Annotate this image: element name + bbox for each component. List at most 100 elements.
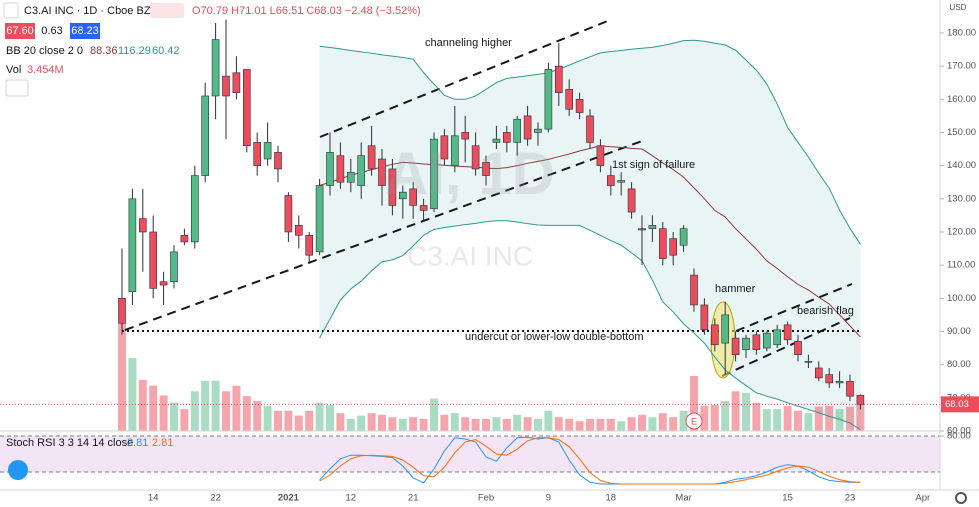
- candle-body: [502, 132, 511, 143]
- volume-bar: [658, 413, 667, 431]
- volume-bar: [534, 418, 542, 431]
- candle-body: [461, 132, 470, 140]
- symbol-icons[interactable]: [150, 3, 184, 18]
- annotation: hammer: [715, 283, 756, 295]
- volume-bar: [170, 402, 178, 431]
- volume-bar: [690, 375, 698, 431]
- volume-bar: [471, 418, 480, 431]
- candle-body: [773, 329, 782, 346]
- volume-bar: [398, 418, 407, 431]
- stoch-k-value: 2.81: [127, 437, 148, 449]
- candle-body: [243, 69, 251, 147]
- volume-bar: [378, 414, 386, 431]
- volume-bar: [502, 418, 511, 431]
- candle-body: [482, 162, 490, 176]
- volume-bar: [627, 417, 636, 431]
- volume-bar: [794, 410, 802, 431]
- candle-body: [149, 231, 157, 289]
- y-tick-label: 60.00: [947, 426, 971, 437]
- volume-bar: [856, 403, 865, 431]
- candle-body: [586, 115, 594, 143]
- candle-body: [575, 98, 584, 113]
- y-tick-label: 90.00: [947, 326, 971, 337]
- candle-body: [742, 337, 750, 351]
- candle-body: [835, 380, 844, 384]
- stoch-tick-label: 80.00: [947, 431, 971, 442]
- candle-body: [419, 205, 428, 211]
- x-tick-label: Apr: [915, 493, 930, 504]
- legend-toggle[interactable]: [5, 79, 29, 97]
- y-tick-label: 130.00: [947, 193, 976, 204]
- volume-bar: [253, 401, 262, 431]
- volume-bar: [138, 379, 147, 431]
- drawings: [124, 19, 853, 377]
- volume-bar: [606, 418, 615, 431]
- y-tick-label: 100.00: [947, 293, 976, 304]
- candle-body: [669, 238, 678, 256]
- candle-body: [326, 152, 334, 186]
- volume-bar: [461, 417, 470, 431]
- volume-bar: [482, 418, 490, 431]
- tv-logo[interactable]: [8, 460, 28, 480]
- x-tick-label: 9: [546, 493, 551, 504]
- volume-bar: [201, 380, 210, 431]
- volume-bar: [762, 409, 771, 431]
- volume-bar: [596, 418, 605, 431]
- candle-body: [139, 218, 147, 233]
- volume-bar: [565, 418, 574, 431]
- volume-bar: [367, 413, 376, 431]
- volume-bar: [638, 414, 646, 431]
- x-tick-label: Feb: [478, 493, 494, 504]
- candle-body: [346, 171, 355, 183]
- candle-body: [523, 115, 532, 140]
- y-tick-label: 180.00: [947, 27, 976, 38]
- candle-body: [554, 65, 563, 93]
- earnings-marker[interactable]: [685, 412, 703, 430]
- watermark-name: C3.AI INC: [407, 240, 533, 271]
- last-price-box: [941, 396, 979, 413]
- volume-bar: [721, 401, 730, 431]
- volume-bar: [305, 410, 314, 431]
- y-tick-label: 120.00: [947, 226, 976, 237]
- volume-bar: [294, 415, 303, 431]
- volume-bar: [773, 409, 782, 431]
- candle-body: [263, 142, 272, 160]
- bb-lower-value: 60.42: [152, 45, 180, 57]
- volume-bar: [752, 402, 761, 431]
- collapse-button[interactable]: [3, 2, 19, 19]
- candle-body: [471, 145, 480, 170]
- candle-body: [606, 175, 615, 186]
- candle-body: [731, 337, 740, 356]
- candle-body: [513, 118, 522, 143]
- y-tick-label: 150.00: [947, 127, 976, 138]
- annotation: 1st sign of failure: [612, 159, 695, 171]
- channel-upper: [319, 19, 611, 138]
- candle-body: [191, 175, 199, 243]
- candle-body: [367, 145, 376, 170]
- bb-mid-value: 88.36: [90, 45, 118, 57]
- candle-body: [814, 367, 823, 379]
- vol-value: 3.454M: [27, 64, 64, 76]
- volume-bar: [814, 406, 823, 431]
- settings-icon[interactable]: [955, 492, 967, 504]
- volume-bar: [326, 405, 334, 431]
- candle-body: [794, 341, 802, 356]
- volume-bar: [742, 392, 750, 431]
- ask-box[interactable]: [70, 23, 100, 39]
- candle-body: [201, 95, 209, 176]
- y-tick-label: 140.00: [947, 160, 976, 171]
- candle-body: [638, 228, 646, 231]
- candle-body: [222, 75, 230, 97]
- ohlc-values: O70.79 H71.01 L66.51 C68.03 −2.48 (−3.52…: [192, 5, 421, 17]
- candle-body: [378, 158, 386, 186]
- candle-body: [534, 128, 542, 133]
- bid-box[interactable]: [5, 23, 35, 39]
- annotation: undercut or lower-low double-bottom: [465, 331, 644, 343]
- vol-legend: Vol: [6, 64, 21, 76]
- volume-bar: [190, 391, 199, 431]
- annotation: bearish flag: [797, 305, 854, 317]
- candle-body: [305, 234, 314, 256]
- x-tick-label: Mar: [675, 493, 691, 504]
- candle-body: [398, 191, 407, 200]
- candle-body: [710, 324, 719, 346]
